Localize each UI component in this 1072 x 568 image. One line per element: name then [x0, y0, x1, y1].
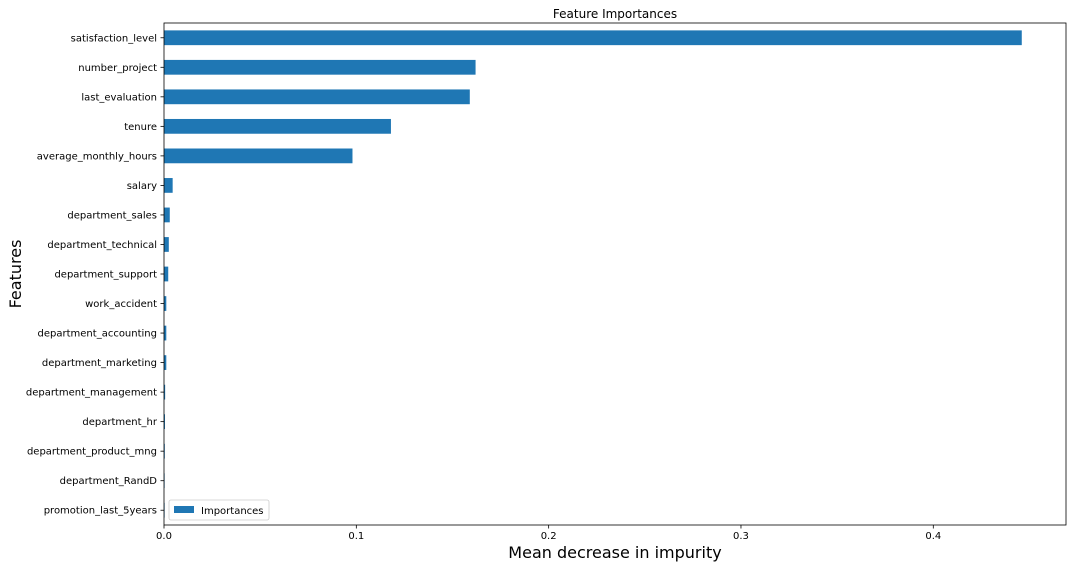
x-tick-label: 0.3	[733, 531, 749, 542]
x-tick-label: 0.4	[925, 531, 941, 542]
bar-number_project	[164, 59, 476, 75]
legend-label: Importances	[201, 506, 264, 517]
y-tick-label: number_project	[78, 63, 157, 74]
x-axis-title: Mean decrease in impurity	[508, 543, 721, 562]
plot-frame	[163, 22, 1067, 526]
y-tick-label: tenure	[124, 122, 157, 133]
y-tick-label: department_marketing	[42, 358, 157, 369]
y-axis-title: Features	[6, 240, 25, 309]
legend-swatch	[174, 506, 194, 513]
bar-department_sales	[164, 207, 170, 223]
bar-department_management	[164, 384, 166, 400]
y-tick-label: work_accident	[85, 299, 157, 310]
bar-last_evaluation	[164, 89, 470, 105]
y-tick-label: promotion_last_5years	[44, 506, 157, 517]
y-tick-label: salary	[127, 181, 157, 192]
bar-department_hr	[164, 414, 165, 430]
y-tick-label: department_RandD	[60, 476, 158, 487]
y-axis-ticks: satisfaction_level number_project last_eva…	[26, 33, 164, 517]
y-tick-label: department_support	[54, 270, 157, 281]
bar-work_accident	[164, 296, 167, 311]
bars	[164, 30, 1022, 518]
bar-tenure	[164, 118, 391, 134]
x-axis-ticks: 0.0 0.1 0.2 0.3 0.4	[156, 525, 941, 542]
bar-department_marketing	[164, 355, 167, 370]
y-tick-label: satisfaction_level	[71, 33, 157, 44]
bar-satisfaction_level	[164, 30, 1022, 46]
y-tick-label: department_sales	[67, 210, 157, 221]
bar-department_accounting	[164, 325, 167, 341]
bar-department_support	[164, 266, 169, 282]
x-tick-label: 0.2	[541, 531, 557, 542]
y-tick-label: department_technical	[47, 240, 157, 251]
bar-salary	[164, 178, 173, 193]
y-tick-label: department_hr	[82, 417, 157, 428]
y-tick-label: department_management	[26, 388, 157, 399]
chart-title: Feature Importances	[553, 7, 677, 21]
legend-box	[168, 499, 270, 521]
x-tick-label: 0.1	[348, 531, 364, 542]
legend: Importances	[168, 499, 270, 521]
x-tick-label: 0.0	[156, 531, 172, 542]
y-tick-label: department_product_mng	[27, 447, 157, 458]
bar-department_technical	[164, 237, 169, 252]
y-tick-label: average_monthly_hours	[37, 151, 157, 162]
y-tick-label: department_accounting	[38, 329, 157, 340]
y-tick-label: last_evaluation	[81, 92, 157, 103]
bar-average_monthly_hours	[164, 148, 353, 164]
